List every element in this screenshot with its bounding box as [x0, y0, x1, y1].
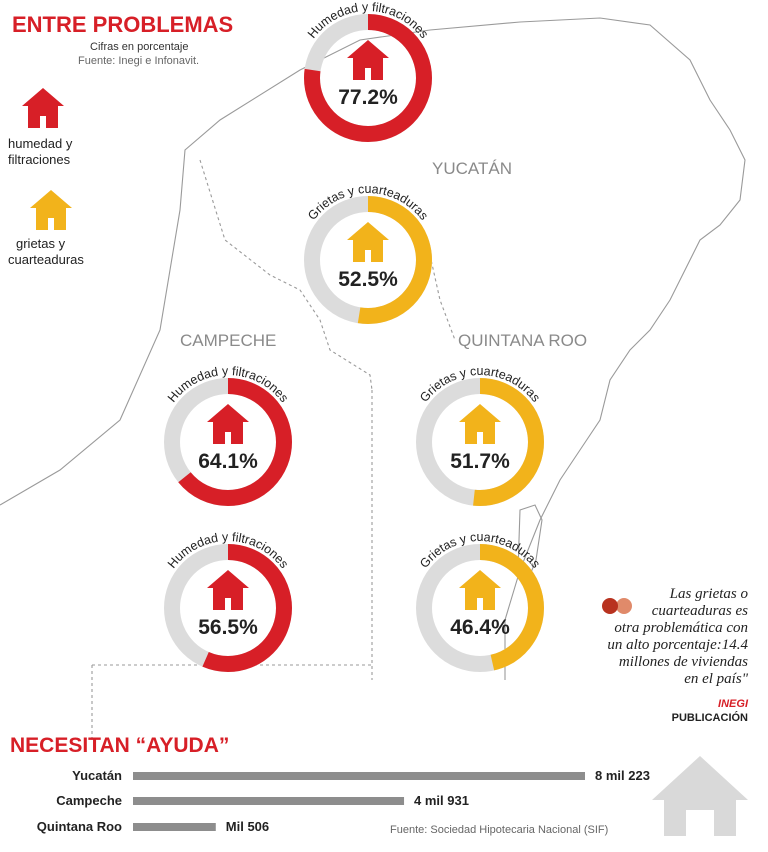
- bar-chart-source: Fuente: Sociedad Hipotecaria Nacional (S…: [390, 824, 608, 836]
- quote-line: un alto porcentaje:14.4: [607, 637, 748, 653]
- ring-value-label: 56.5%: [198, 616, 258, 639]
- house-icon: [207, 570, 249, 610]
- legend-label-grietas: grietas y cuarteaduras: [8, 236, 84, 267]
- ring-value-label: 64.1%: [198, 450, 258, 473]
- bar-value-label: 4 mil 931: [414, 793, 469, 808]
- quote-text: Las grietas o cuarteaduras es otra problem…: [607, 586, 748, 687]
- bar-chart-title: NECESITAN “AYUDA”: [10, 734, 229, 757]
- quote-mark-icon: [602, 598, 632, 614]
- legend-label-humedad-line1: humedad y: [8, 136, 73, 151]
- bar-category-label: Yucatán: [72, 768, 122, 783]
- legend-label-humedad: humedad y filtraciones: [8, 136, 76, 167]
- house-icon: [22, 88, 64, 128]
- state-label-campeche: CAMPECHE: [180, 331, 276, 350]
- house-icon: [459, 570, 501, 610]
- chart-subtitle: Cifras en porcentaje: [90, 41, 188, 53]
- coastline: [0, 17, 746, 680]
- house-icon: [347, 222, 389, 262]
- legend-item-humedad: humedad y filtraciones: [8, 88, 76, 167]
- legend: humedad y filtraciones grietas y cuartea…: [8, 88, 84, 267]
- quote-author: INEGI: [718, 698, 749, 710]
- ring-value-arc: [304, 14, 432, 142]
- ring-value-label: 46.4%: [450, 616, 510, 639]
- ring-value-label: 52.5%: [338, 268, 398, 291]
- quote-line: cuarteaduras es: [652, 603, 748, 619]
- bar-value-label: Mil 506: [226, 819, 269, 834]
- ring-value-arc: [416, 378, 544, 506]
- house-icon: [30, 190, 72, 230]
- border-yucatan: [199, 159, 373, 391]
- bar: [133, 797, 405, 805]
- bar-chart: Yucatán 8 mil 223 Campeche 4 mil 931 Quintan…: [37, 768, 650, 834]
- bar-value-label: 8 mil 223: [595, 768, 650, 783]
- ring-value-label: 51.7%: [450, 450, 510, 473]
- quote-line: otra problemática con: [614, 620, 748, 636]
- bar-category-label: Quintana Roo: [37, 819, 122, 834]
- quote-line: millones de viviendas: [619, 654, 748, 670]
- chart-source: Fuente: Inegi e Infonavit.: [78, 55, 199, 67]
- state-label-yucatan: YUCATÁN: [432, 159, 512, 178]
- bar: [133, 772, 585, 780]
- chart-title: ENTRE PROBLEMAS: [12, 12, 233, 37]
- house-icon: [207, 404, 249, 444]
- legend-label-grietas-line1: grietas y: [16, 236, 66, 251]
- state-label-quintana-roo: QUINTANA ROO: [458, 331, 587, 350]
- big-house-icon: [652, 756, 748, 836]
- quote-block: Las grietas o cuarteaduras es otra problem…: [602, 586, 749, 724]
- border-yucatan-east: [429, 254, 456, 341]
- legend-label-grietas-line2: cuarteaduras: [8, 252, 84, 267]
- legend-label-humedad-line2: filtraciones: [8, 152, 71, 167]
- ring-value-arc: [164, 544, 292, 672]
- quote-publication: PUBLICACIÓN: [672, 711, 748, 724]
- bar: [133, 823, 216, 831]
- house-icon: [347, 40, 389, 80]
- ring-value-arc: [416, 544, 544, 672]
- legend-item-grietas: grietas y cuarteaduras: [8, 190, 84, 267]
- ring-value-arc: [164, 378, 292, 506]
- bar-category-label: Campeche: [56, 793, 122, 808]
- ring-value-label: 77.2%: [338, 86, 398, 109]
- ring-value-arc: [304, 196, 432, 324]
- quote-line: en el país": [684, 671, 748, 687]
- quote-line: Las grietas o: [669, 586, 749, 602]
- house-icon: [459, 404, 501, 444]
